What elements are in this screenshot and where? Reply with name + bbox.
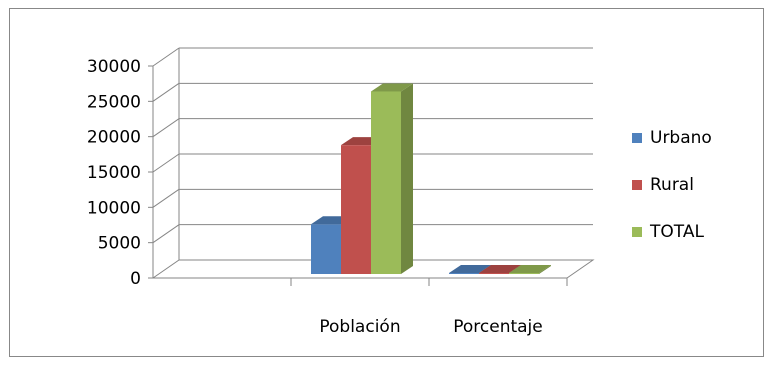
legend-swatch [632, 133, 642, 143]
bar [509, 265, 551, 274]
bar [371, 83, 413, 274]
y-tick-label: 10000 [87, 198, 141, 218]
gridline-side [152, 82, 180, 102]
x-tick-label: Porcentaje [453, 317, 543, 337]
y-tick-label: 15000 [87, 163, 141, 183]
y-tick-label: 5000 [98, 234, 141, 254]
gridline-side [152, 224, 180, 244]
x-tick-labels: Población Porcentaje [319, 317, 542, 337]
y-tick-label: 30000 [87, 57, 141, 77]
legend-label: TOTAL [649, 222, 704, 242]
gridline-side [152, 118, 180, 138]
legend-item: TOTAL [632, 222, 704, 242]
bars [311, 83, 551, 274]
bar-top [371, 83, 413, 92]
y-tick-labels: 0 5000 10000 15000 20000 25000 30000 [87, 57, 141, 289]
y-tick-label: 0 [130, 269, 141, 289]
y-tick-label: 20000 [87, 128, 141, 148]
bar-side [401, 83, 413, 274]
gridline-side [152, 47, 180, 67]
bar-top [509, 265, 551, 273]
bar-front [341, 145, 371, 274]
bar-top [479, 265, 521, 273]
bar-front [371, 91, 401, 274]
axes [148, 48, 595, 286]
y-tick-label: 25000 [87, 92, 141, 112]
bar-top [449, 265, 491, 273]
legend: Urbano Rural TOTAL [632, 128, 712, 242]
legend-label: Urbano [650, 128, 712, 148]
legend-item: Urbano [632, 128, 712, 148]
gridline-side [152, 153, 180, 173]
x-tick-label: Población [319, 317, 400, 337]
bar-front [449, 273, 479, 274]
gridline-side [152, 188, 180, 208]
bar-front [479, 273, 509, 274]
bar-front [509, 273, 539, 274]
bar-side [539, 265, 551, 274]
bar-front [311, 224, 341, 274]
legend-item: Rural [632, 175, 694, 195]
legend-label: Rural [650, 175, 694, 195]
legend-swatch [632, 227, 642, 237]
legend-swatch [632, 180, 642, 190]
